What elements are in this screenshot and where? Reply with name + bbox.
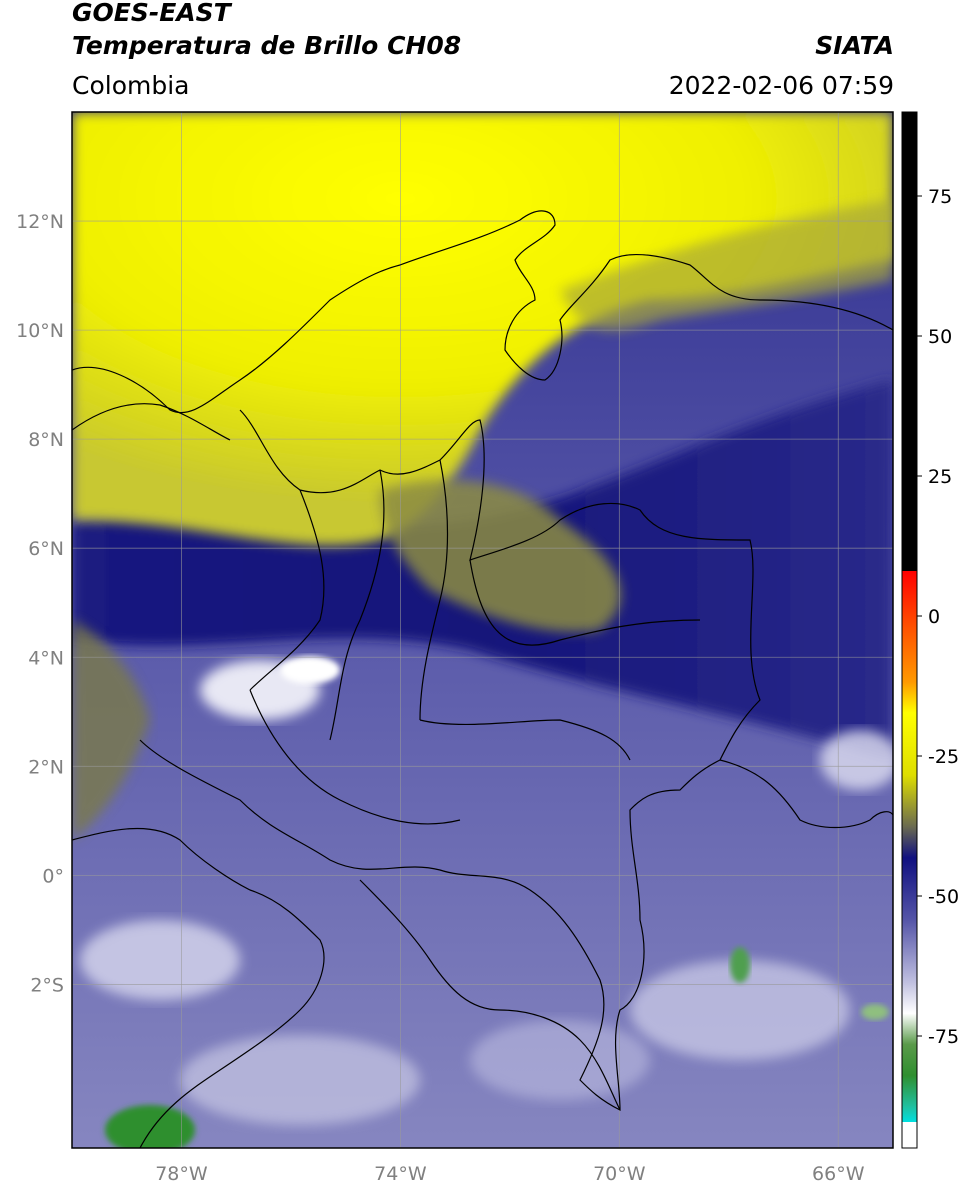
organization-label: SIATA xyxy=(815,31,894,60)
latitude-labels: 12°N 10°N 8°N 6°N 4°N 2°N 0° 2°S xyxy=(16,211,64,996)
borders xyxy=(72,210,893,1148)
colorbar-tick-label: 0 xyxy=(928,606,940,628)
colorbar-tick-label: -50 xyxy=(928,886,959,908)
lat-tick-label: 12°N xyxy=(16,211,64,233)
colorbar-frame xyxy=(901,111,918,1149)
colorbar xyxy=(902,112,917,1148)
colorbar-tick-label: 50 xyxy=(928,326,952,348)
lat-tick-label: 0° xyxy=(42,865,64,887)
timestamp-label: 2022-02-06 07:59 xyxy=(668,71,894,100)
lon-tick-label: 78°W xyxy=(155,1163,208,1185)
satellite-title: GOES-EAST xyxy=(72,0,231,27)
map-frame xyxy=(71,111,894,1149)
venezuela-brazil-border xyxy=(719,759,893,829)
colorbar-tick-label: 25 xyxy=(928,466,952,488)
lat-tick-label: 2°N xyxy=(28,756,64,778)
product-title: Temperatura de Brillo CH08 xyxy=(72,31,462,60)
colorbar-tick-label: -25 xyxy=(928,746,959,768)
lon-tick-label: 66°W xyxy=(812,1163,865,1185)
panama xyxy=(72,403,231,441)
gridlines xyxy=(72,112,893,1148)
ecuador-peru-border xyxy=(72,827,325,1148)
colombia-border xyxy=(139,409,761,1111)
coastline-caribbean xyxy=(72,210,893,414)
lat-tick-label: 8°N xyxy=(28,429,64,451)
lat-tick-label: 2°S xyxy=(30,974,64,996)
lat-tick-label: 4°N xyxy=(28,647,64,669)
longitude-labels: 78°W 74°W 70°W 66°W xyxy=(155,1163,864,1185)
region-label: Colombia xyxy=(72,71,190,100)
lat-tick-label: 6°N xyxy=(28,538,64,560)
satellite-image xyxy=(72,112,893,1148)
brazil-peru-border xyxy=(359,879,621,1111)
lon-tick-label: 70°W xyxy=(593,1163,646,1185)
internal-departments xyxy=(249,459,701,825)
lon-tick-label: 74°W xyxy=(374,1163,427,1185)
colorbar-tick-label: -75 xyxy=(928,1026,959,1048)
colorbar-tick-label: 75 xyxy=(928,186,952,208)
lat-tick-label: 10°N xyxy=(16,320,64,342)
colorbar-ticks: 75 50 25 0 -25 -50 -75 xyxy=(917,186,959,1048)
